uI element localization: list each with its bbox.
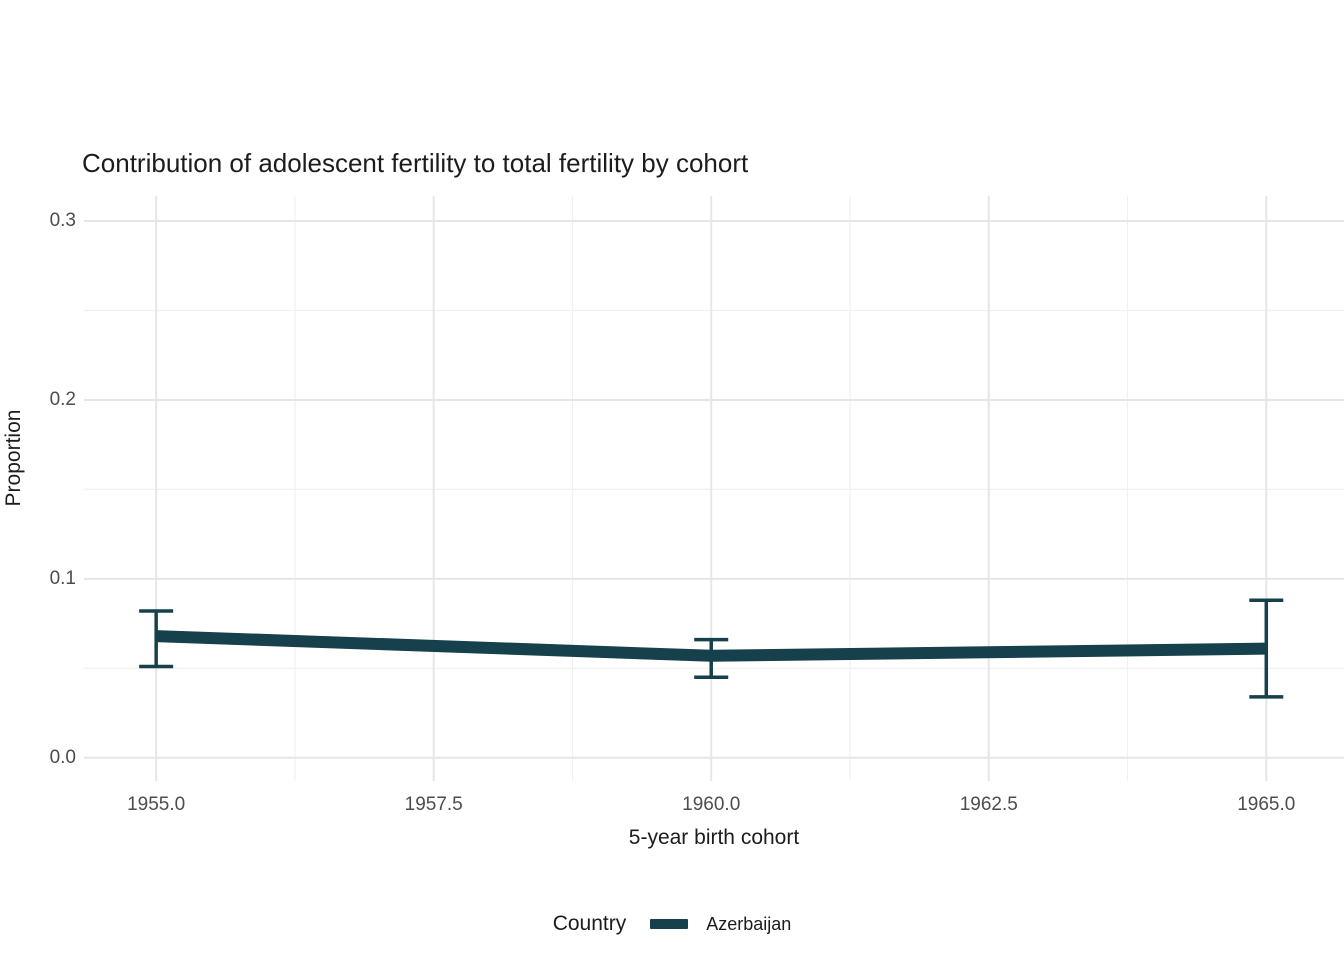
x-axis-title: 5-year birth cohort bbox=[628, 826, 800, 849]
x-tick-label: 1962.5 bbox=[959, 794, 1018, 815]
legend-title: Country bbox=[552, 912, 627, 935]
legend-line-swatch-icon bbox=[650, 919, 689, 929]
chart-title: Contribution of adolescent fertility to … bbox=[82, 148, 749, 178]
x-tick-label: 1965.0 bbox=[1237, 794, 1296, 815]
series-line-azerbaijan bbox=[155, 630, 1267, 662]
x-tick-label: 1957.5 bbox=[404, 794, 463, 815]
x-tick-label: 1955.0 bbox=[127, 794, 186, 815]
x-tick-label: 1960.0 bbox=[682, 794, 741, 815]
legend-item-label: Azerbaijan bbox=[706, 913, 792, 934]
y-tick-label: 0.2 bbox=[49, 388, 76, 410]
y-tick-label: 0.3 bbox=[49, 210, 76, 232]
legend: Country Azerbaijan bbox=[0, 903, 1344, 945]
y-tick-label: 0.1 bbox=[49, 567, 76, 589]
y-tick-label: 0.0 bbox=[49, 746, 76, 768]
